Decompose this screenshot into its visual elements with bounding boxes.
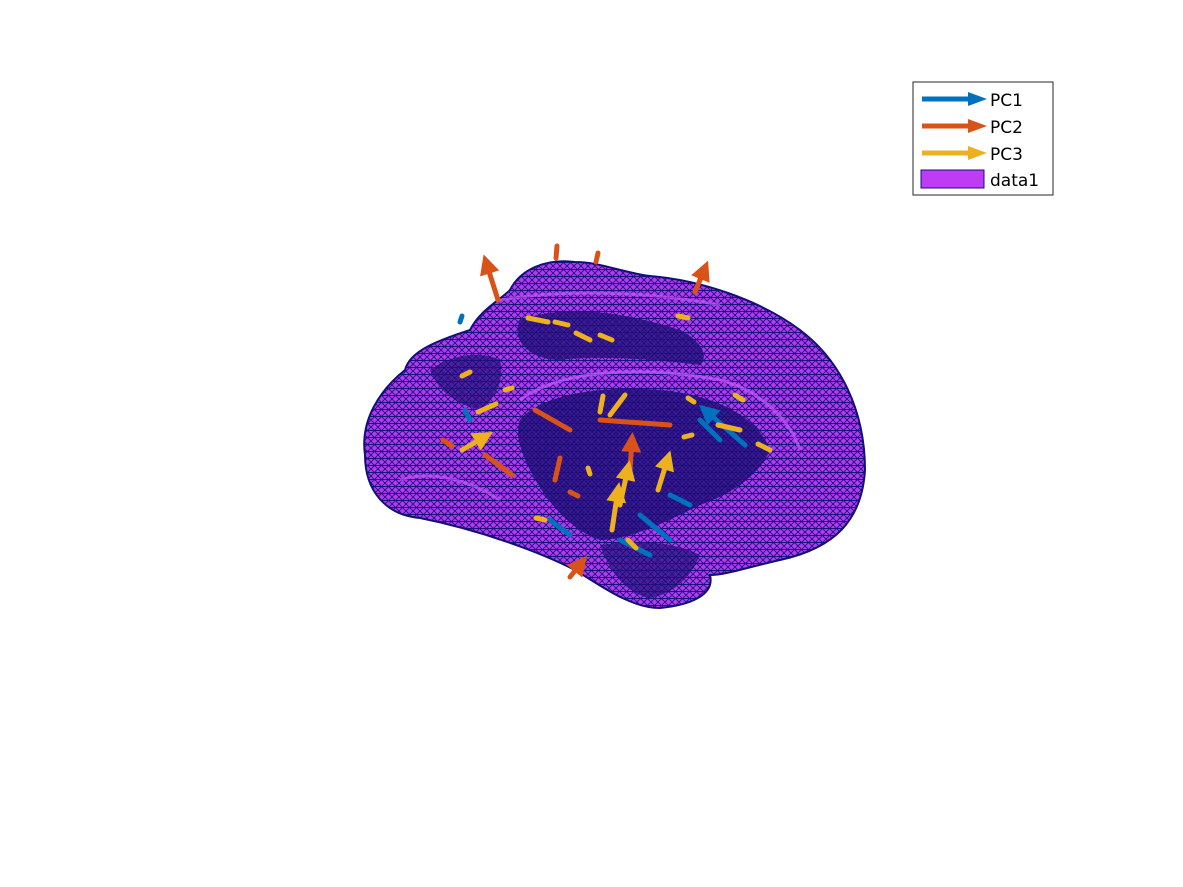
pc1-arrows	[457, 313, 748, 558]
sulcus-region-bottom	[600, 542, 700, 598]
pc3-arrow	[573, 330, 593, 343]
pc3-arrows	[459, 313, 773, 551]
legend-label-pc2: PC2	[990, 118, 1023, 138]
pc1-arrow	[547, 517, 573, 538]
brain-surface	[363, 260, 867, 610]
sulcus-region-left	[430, 354, 502, 410]
pc2-arrow	[597, 417, 673, 428]
legend-entry-pc2: PC2	[922, 118, 1023, 138]
legend-label-pc1: PC1	[990, 91, 1023, 111]
legend-arrowhead-pc3	[968, 146, 987, 160]
pc3-arrow	[459, 369, 473, 379]
pc3-arrow	[606, 482, 627, 533]
pc2-arrow	[440, 437, 455, 449]
pc2-arrow	[566, 555, 587, 580]
pc3-arrow	[475, 401, 499, 415]
pc3-arrow	[625, 537, 639, 551]
pc3-arrow	[755, 441, 773, 453]
pc3-arrow	[597, 393, 606, 415]
pc1-arrow	[697, 417, 723, 443]
legend-arrowhead-pc1	[968, 92, 987, 106]
pc3-arrow	[681, 432, 695, 440]
pc1-arrow	[457, 313, 465, 325]
pc3-arrow	[525, 315, 551, 325]
pc3-arrow	[732, 392, 746, 403]
pc3-arrow	[607, 392, 628, 418]
pc3-arrow	[597, 332, 615, 343]
pc1-arrow	[667, 492, 693, 508]
pc2-arrow	[621, 432, 642, 473]
legend-entry-pc1: PC1	[922, 91, 1023, 111]
pc3-arrow	[552, 319, 571, 328]
pc1-arrow	[462, 407, 473, 423]
pc3-arrow	[585, 465, 593, 477]
pc2-arrow	[593, 250, 601, 265]
legend-arrowhead-pc2	[968, 119, 987, 133]
pc3-arrow	[459, 431, 493, 453]
pc3-arrow	[502, 385, 515, 393]
pc3-arrow	[654, 450, 674, 493]
pc3-arrow	[685, 395, 697, 405]
legend-label-data1: data1	[990, 171, 1039, 191]
pc1-arrow	[637, 512, 673, 543]
legend-label-pc3: PC3	[990, 145, 1023, 165]
pc2-arrow	[553, 243, 560, 261]
pc3-arrow	[533, 515, 548, 523]
legend-entry-pc3: PC3	[922, 145, 1023, 165]
pc3-arrow	[675, 313, 691, 321]
pc3-arrow	[715, 422, 743, 433]
pc2-arrow	[691, 260, 710, 295]
legend-entry-data1: data1	[920, 169, 1039, 191]
pc2-arrow	[532, 407, 573, 433]
pc2-arrow	[567, 489, 581, 499]
pc2-arrow	[482, 452, 515, 478]
pc2-arrow	[552, 455, 563, 483]
pc2-arrow	[480, 254, 501, 303]
legend-patch-data1	[920, 169, 985, 189]
legend: PC1 PC2 PC3 data1	[912, 81, 1054, 196]
pc3-arrow	[615, 460, 636, 508]
